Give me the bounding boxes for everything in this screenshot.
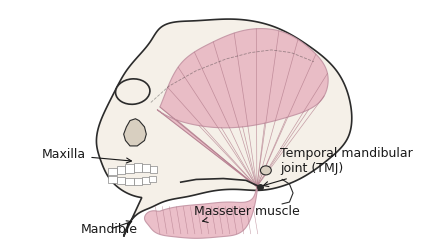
Text: Temporal mandibular
joint (TMJ): Temporal mandibular joint (TMJ)	[264, 147, 413, 186]
Text: Mandible: Mandible	[81, 221, 138, 236]
Bar	[134, 163, 142, 172]
Bar	[142, 177, 150, 184]
Bar	[150, 166, 157, 173]
Polygon shape	[144, 185, 258, 238]
Text: Masseter muscle: Masseter muscle	[194, 205, 300, 223]
Bar	[108, 168, 117, 175]
Bar	[126, 178, 134, 185]
Ellipse shape	[261, 166, 271, 175]
Polygon shape	[96, 19, 352, 237]
Ellipse shape	[116, 79, 150, 104]
Polygon shape	[124, 119, 146, 146]
Bar	[126, 164, 134, 173]
Text: Maxilla: Maxilla	[42, 148, 132, 163]
Bar	[117, 166, 126, 174]
Bar	[134, 178, 142, 185]
Bar	[108, 176, 117, 183]
Bar	[149, 176, 156, 182]
Polygon shape	[157, 28, 328, 187]
Bar	[117, 177, 126, 184]
Bar	[142, 164, 150, 172]
